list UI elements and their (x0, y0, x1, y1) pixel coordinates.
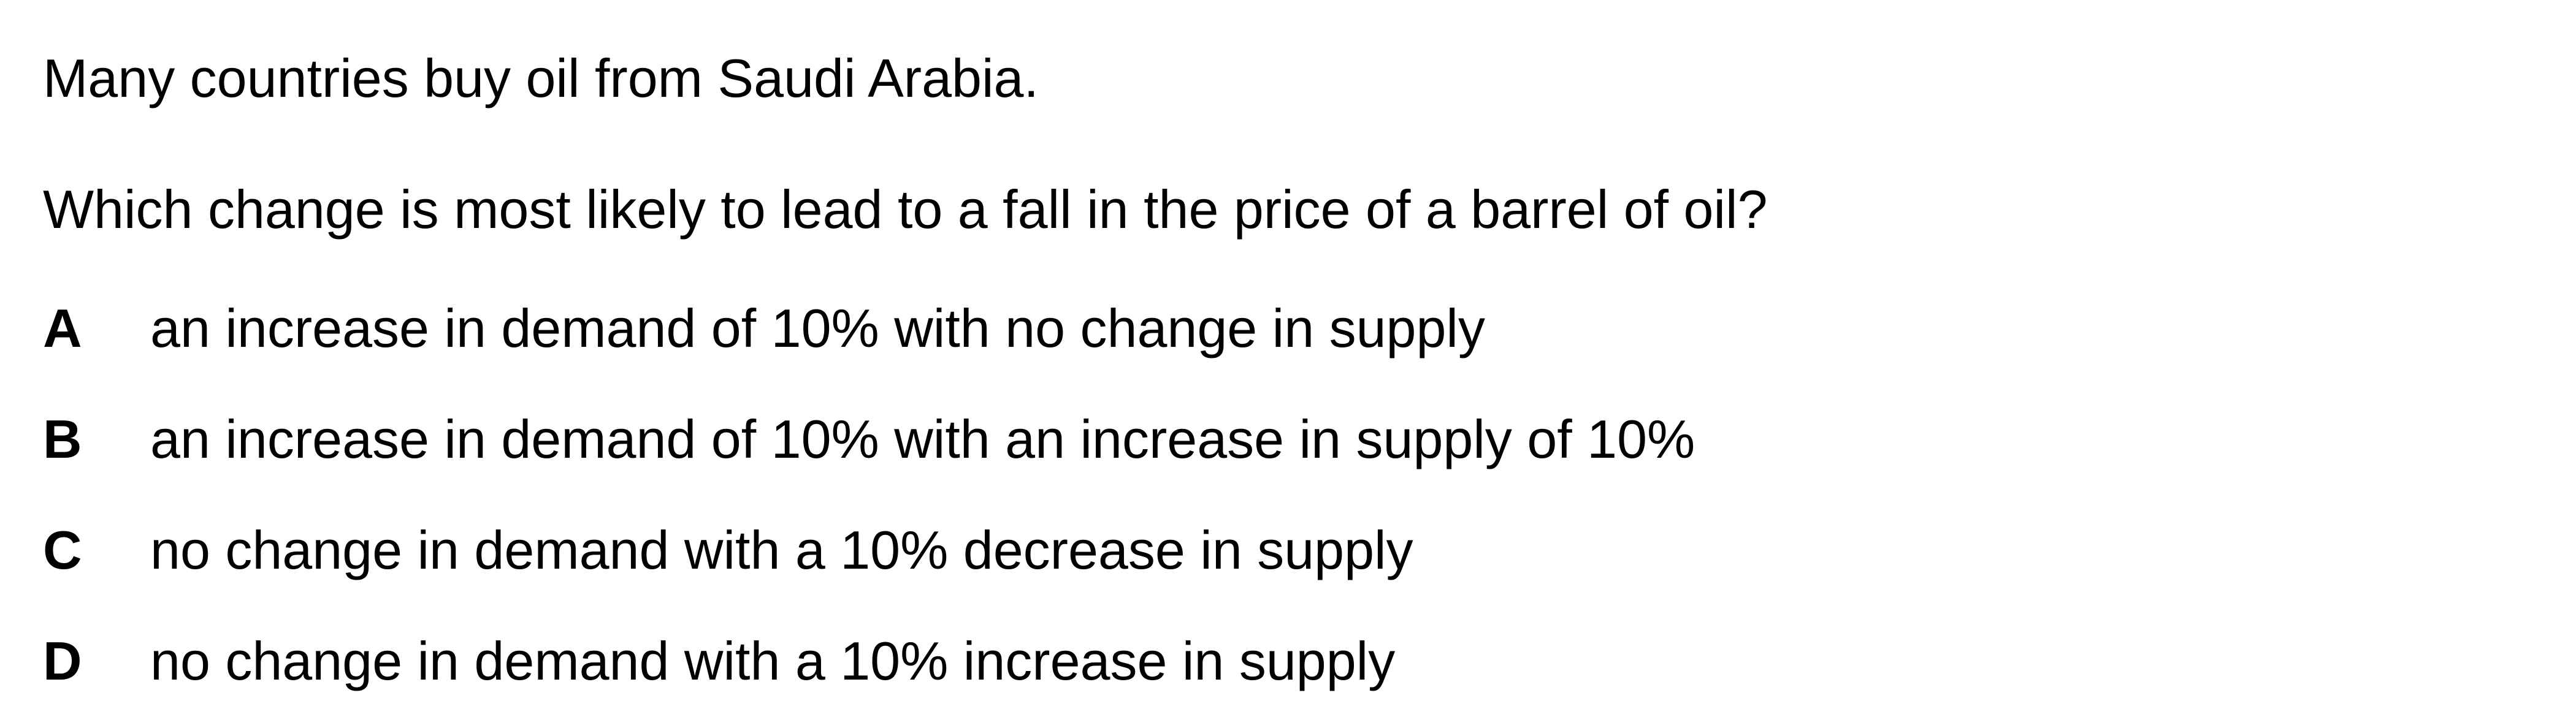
option-letter: B (43, 409, 82, 469)
option-d[interactable]: D no change in demand with a 10% increas… (43, 631, 1395, 692)
option-letter: D (43, 631, 82, 691)
option-letter: A (43, 298, 82, 358)
option-text: an increase in demand of 10% with no cha… (150, 298, 1485, 358)
question-prompt: Which change is most likely to lead to a… (43, 179, 1768, 240)
option-b[interactable]: B an increase in demand of 10% with an i… (43, 409, 1695, 470)
question-context: Many countries buy oil from Saudi Arabia… (43, 48, 1039, 108)
option-a[interactable]: A an increase in demand of 10% with no c… (43, 298, 1485, 359)
option-text: no change in demand with a 10% increase … (150, 631, 1396, 691)
option-letter: C (43, 520, 82, 580)
option-c[interactable]: C no change in demand with a 10% decreas… (43, 520, 1413, 581)
option-text: no change in demand with a 10% decrease … (150, 520, 1413, 580)
option-text: an increase in demand of 10% with an inc… (150, 409, 1695, 469)
